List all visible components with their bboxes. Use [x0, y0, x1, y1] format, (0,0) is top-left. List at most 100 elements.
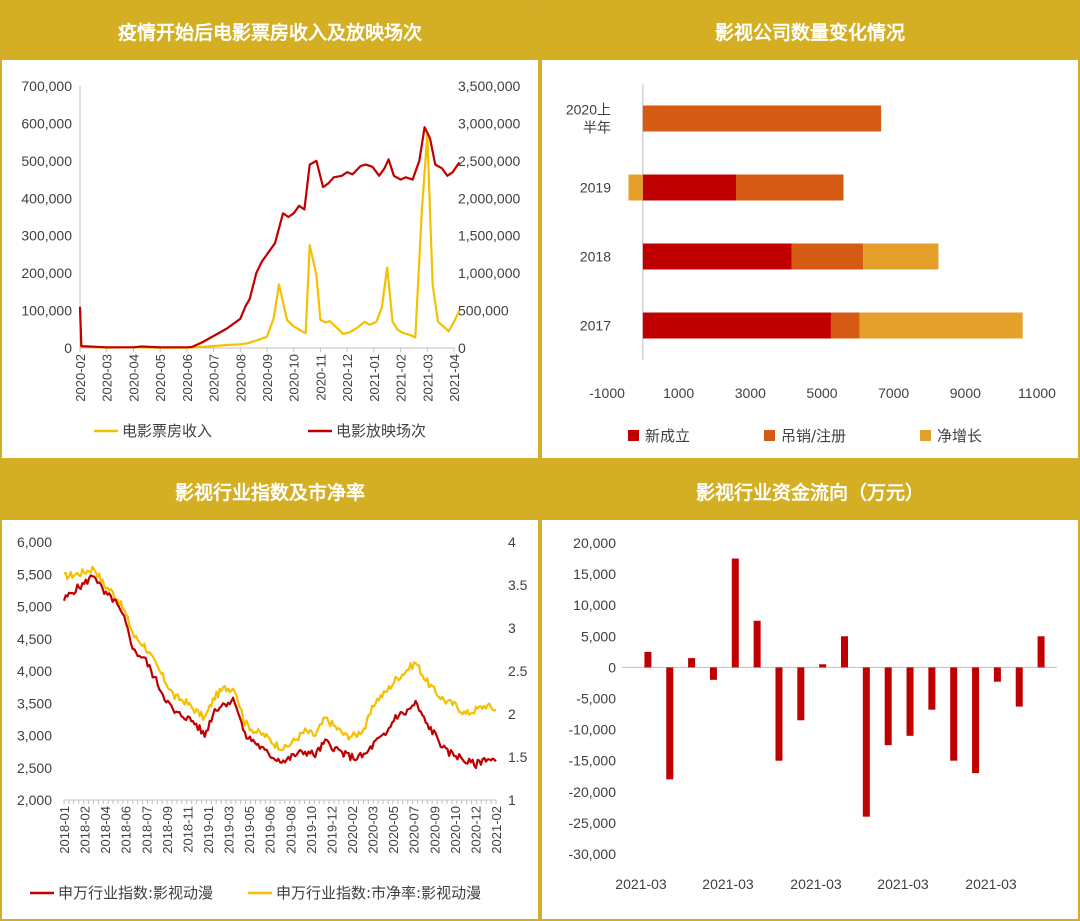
x-tick-label: 2020-09	[427, 806, 442, 854]
x-tick-label: 2020-11	[313, 354, 328, 401]
x-tick-label: 2020-07	[407, 806, 422, 854]
y-right-tick-label: 1,000,000	[458, 265, 520, 281]
y-tick-label: 10,000	[573, 597, 616, 613]
x-tick-label: 2020-05	[153, 354, 168, 402]
bar-segment-0	[642, 312, 831, 339]
y-left-tick-label: 5,000	[17, 599, 52, 615]
x-tick-label: -1000	[589, 385, 625, 401]
y-right-tick-label: 500,000	[458, 303, 509, 319]
x-tick-label: 3000	[735, 385, 766, 401]
y-left-tick-label: 2,500	[17, 760, 52, 776]
y-right-tick-label: 1.5	[508, 749, 528, 765]
bar	[819, 664, 827, 668]
bar	[709, 667, 717, 680]
y-left-tick-label: 500,000	[21, 153, 72, 169]
y-left-tick-label: 3,000	[17, 728, 52, 744]
x-tick-label: 2018-01	[57, 806, 72, 854]
x-tick-label: 2020-07	[207, 354, 222, 402]
y-right-tick-label: 3,000,000	[458, 115, 520, 131]
bar-segment-1	[791, 243, 864, 270]
x-tick-label: 2018-07	[139, 806, 154, 854]
x-tick-label: 2020-03	[100, 354, 115, 402]
y-left-tick-label: 2,000	[17, 792, 52, 808]
y-tick-label: -20,000	[569, 784, 617, 800]
x-tick-label: 2018-06	[119, 806, 134, 854]
series-line-box-office	[78, 133, 461, 349]
bar-segment-2	[859, 312, 1023, 339]
x-tick-label: 2019-08	[283, 806, 298, 854]
x-tick-label: 2020-03	[366, 806, 381, 854]
category-label: 2019	[580, 180, 611, 196]
box-office-title: 疫情开始后电影票房收入及放映场次	[2, 2, 538, 60]
category-label: 2017	[580, 318, 611, 334]
bar	[731, 558, 739, 668]
bar-segment-2	[863, 243, 939, 270]
bar	[753, 620, 761, 668]
legend-label: 净增长	[937, 427, 982, 445]
fund-flow-panel: 影视行业资金流向（万元） -30,000 -25,000 -20,000 -15,00…	[540, 460, 1080, 921]
x-tick-label: 2021-03	[702, 876, 754, 892]
x-tick-label: 2019-01	[201, 806, 216, 854]
x-tick-label: 2021-03	[615, 876, 667, 892]
bar-segment-1	[830, 312, 860, 339]
bar	[775, 667, 783, 761]
y-tick-label: 5,000	[581, 628, 616, 644]
y-left-tick-label: 200,000	[21, 265, 72, 281]
x-tick-label: 2020-04	[126, 354, 141, 402]
y-left-tick-label: 4,500	[17, 631, 52, 647]
y-left-tick-label: 0	[64, 340, 72, 356]
x-tick-label: 2020-09	[260, 354, 275, 402]
x-tick-label: 2019-05	[242, 806, 257, 854]
legend-label: 电影票房收入	[122, 422, 212, 440]
x-tick-label: 2021-03	[965, 876, 1017, 892]
y-tick-label: -15,000	[569, 753, 617, 769]
x-tick-label: 2020-10	[448, 806, 463, 854]
bar-segment-2	[628, 174, 643, 201]
y-left-tick-label: 4,000	[17, 663, 52, 679]
bar	[797, 667, 805, 721]
x-tick-label: 2021-02	[489, 806, 504, 854]
bar	[950, 667, 958, 761]
series-line-pb-ratio	[63, 565, 497, 752]
bar	[906, 667, 914, 736]
bar	[1015, 667, 1023, 707]
legend-swatch	[920, 430, 931, 441]
y-right-tick-label: 3	[508, 620, 516, 636]
x-tick-label: 2018-02	[78, 806, 93, 854]
x-tick-label: 9000	[950, 385, 981, 401]
y-right-tick-label: 2.5	[508, 663, 528, 679]
bar	[862, 667, 870, 817]
x-tick-label: 2020-02	[73, 354, 88, 402]
y-tick-label: 20,000	[573, 535, 616, 551]
x-tick-label: 2020-10	[287, 354, 302, 402]
bar	[884, 667, 892, 746]
y-left-tick-label: 3,500	[17, 695, 52, 711]
x-tick-label: 2020-05	[386, 806, 401, 854]
x-tick-label: 2021-03	[790, 876, 842, 892]
legend-label: 电影放映场次	[336, 422, 426, 440]
y-right-tick-label: 3,500,000	[458, 78, 520, 94]
y-right-tick-label: 2,500,000	[458, 153, 520, 169]
y-right-tick-label: 2,000,000	[458, 190, 520, 206]
bar-segment-1	[736, 174, 844, 201]
y-right-tick-label: 1	[508, 792, 516, 808]
x-tick-label: 2020-08	[233, 354, 248, 402]
x-tick-label: 2021-03	[420, 354, 435, 402]
legend-swatch	[764, 430, 775, 441]
x-tick-label: 1000	[663, 385, 694, 401]
y-left-tick-label: 6,000	[17, 534, 52, 550]
x-tick-label: 2020-12	[340, 354, 355, 402]
y-tick-label: -5,000	[576, 691, 616, 707]
fund-flow-title: 影视行业资金流向（万元）	[542, 462, 1078, 520]
legend-label: 吊销/注册	[781, 427, 846, 445]
x-tick-label: 2021-02	[394, 354, 409, 402]
bar	[644, 651, 652, 668]
x-tick-label: 2018-04	[98, 806, 113, 854]
series-line-screenings	[78, 126, 461, 349]
y-left-tick-label: 5,500	[17, 566, 52, 582]
y-right-tick-label: 0	[458, 340, 466, 356]
y-left-tick-label: 400,000	[21, 190, 72, 206]
x-tick-label: 2019-03	[222, 806, 237, 854]
bar	[1037, 636, 1045, 668]
